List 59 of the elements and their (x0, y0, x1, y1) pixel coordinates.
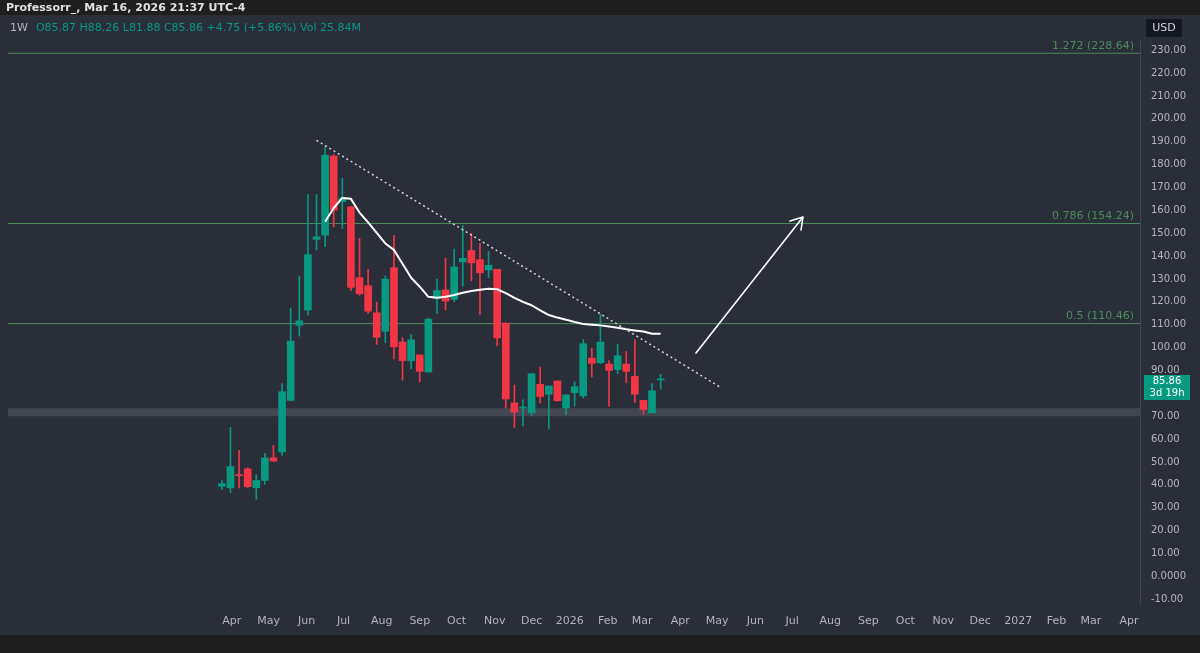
x-tick-label: Mar (631, 614, 654, 628)
chart-title: 1W (10, 21, 28, 34)
text: Professorr_, Mar 16, 2026 21:37 UTC-4 (5, 0, 247, 15)
y-tick-label: 110.00 (1151, 318, 1186, 330)
y-tick-label: 130.00 (1151, 272, 1186, 284)
x-tick-label: Oct (447, 614, 467, 628)
y-tick-label: 40.00 (1151, 478, 1180, 490)
y-tick-label: 30.00 (1151, 501, 1180, 513)
y-tick-label: 20.00 (1151, 524, 1180, 536)
x-tick-label: Jul (335, 614, 351, 628)
x-tick-label: Dec (969, 614, 991, 628)
y-tick-label: 70.00 (1151, 409, 1180, 421)
x-tick-label: May (705, 614, 730, 628)
y-tick-label: 60.00 (1151, 432, 1180, 444)
ref-line-label: 0.5 (110.46) (1065, 308, 1134, 322)
x-tick-label: Apr (670, 614, 691, 628)
x-tick-label: Dec (520, 614, 543, 628)
ref-line-label: 1.272 (228.64) (1051, 38, 1134, 52)
x-tick-label: Apr (1119, 614, 1139, 628)
x-tick-label: Sep (409, 614, 431, 628)
x-tick-label: May (257, 614, 281, 628)
x-tick-label: Jun (297, 614, 316, 628)
x-tick-label: Oct (895, 614, 916, 628)
y-tick-label: 100.00 (1151, 341, 1186, 353)
x-tick-label: Sep (858, 614, 879, 628)
x-tick-label: 2026 (555, 614, 584, 628)
y-tick-label: 150.00 (1151, 226, 1186, 238)
x-tick-label: Apr (222, 614, 242, 628)
y-tick-label: 90.00 (1151, 364, 1180, 376)
text: 3d 19h (1149, 386, 1185, 398)
x-tick-label: Nov (932, 614, 955, 628)
x-tick-label: Aug (819, 614, 842, 628)
x-tick-label: Aug (370, 614, 393, 628)
y-tick-label: 220.00 (1151, 66, 1186, 78)
ref-line-label: 0.786 (154.24) (1051, 208, 1134, 222)
x-tick-label: 2027 (1004, 614, 1033, 628)
y-tick-label: 0.0000 (1151, 569, 1186, 581)
y-tick-label: 190.00 (1151, 135, 1186, 147)
text: 85.86 (1152, 374, 1182, 386)
x-tick-label: Feb (1046, 614, 1067, 628)
x-tick-label: Nov (483, 614, 506, 628)
y-tick-label: 210.00 (1151, 89, 1186, 101)
candlestick (295, 275, 304, 337)
y-tick-label: 120.00 (1151, 295, 1186, 307)
y-tick-label: 200.00 (1151, 112, 1186, 124)
chart-subtitle: O85.87 H88.26 L81.88 C85.86 +4.75 (+5.86%) Vol 25.84M (35, 21, 361, 34)
x-tick-label: Jun (745, 614, 764, 628)
y-tick-label: 140.00 (1151, 249, 1186, 261)
y-tick-label: 160.00 (1151, 203, 1186, 215)
x-tick-label: Jul (784, 614, 799, 628)
y-tick-label: -10.00 (1151, 592, 1184, 604)
y-tick-label: 180.00 (1151, 158, 1186, 170)
text: USD (1152, 20, 1176, 34)
y-tick-label: 10.00 (1151, 547, 1180, 559)
x-tick-label: Feb (598, 614, 618, 628)
y-tick-label: 170.00 (1151, 181, 1186, 193)
y-tick-label: 230.00 (1151, 43, 1186, 55)
x-tick-label: Mar (1080, 614, 1102, 628)
y-tick-label: 50.00 (1151, 455, 1180, 467)
